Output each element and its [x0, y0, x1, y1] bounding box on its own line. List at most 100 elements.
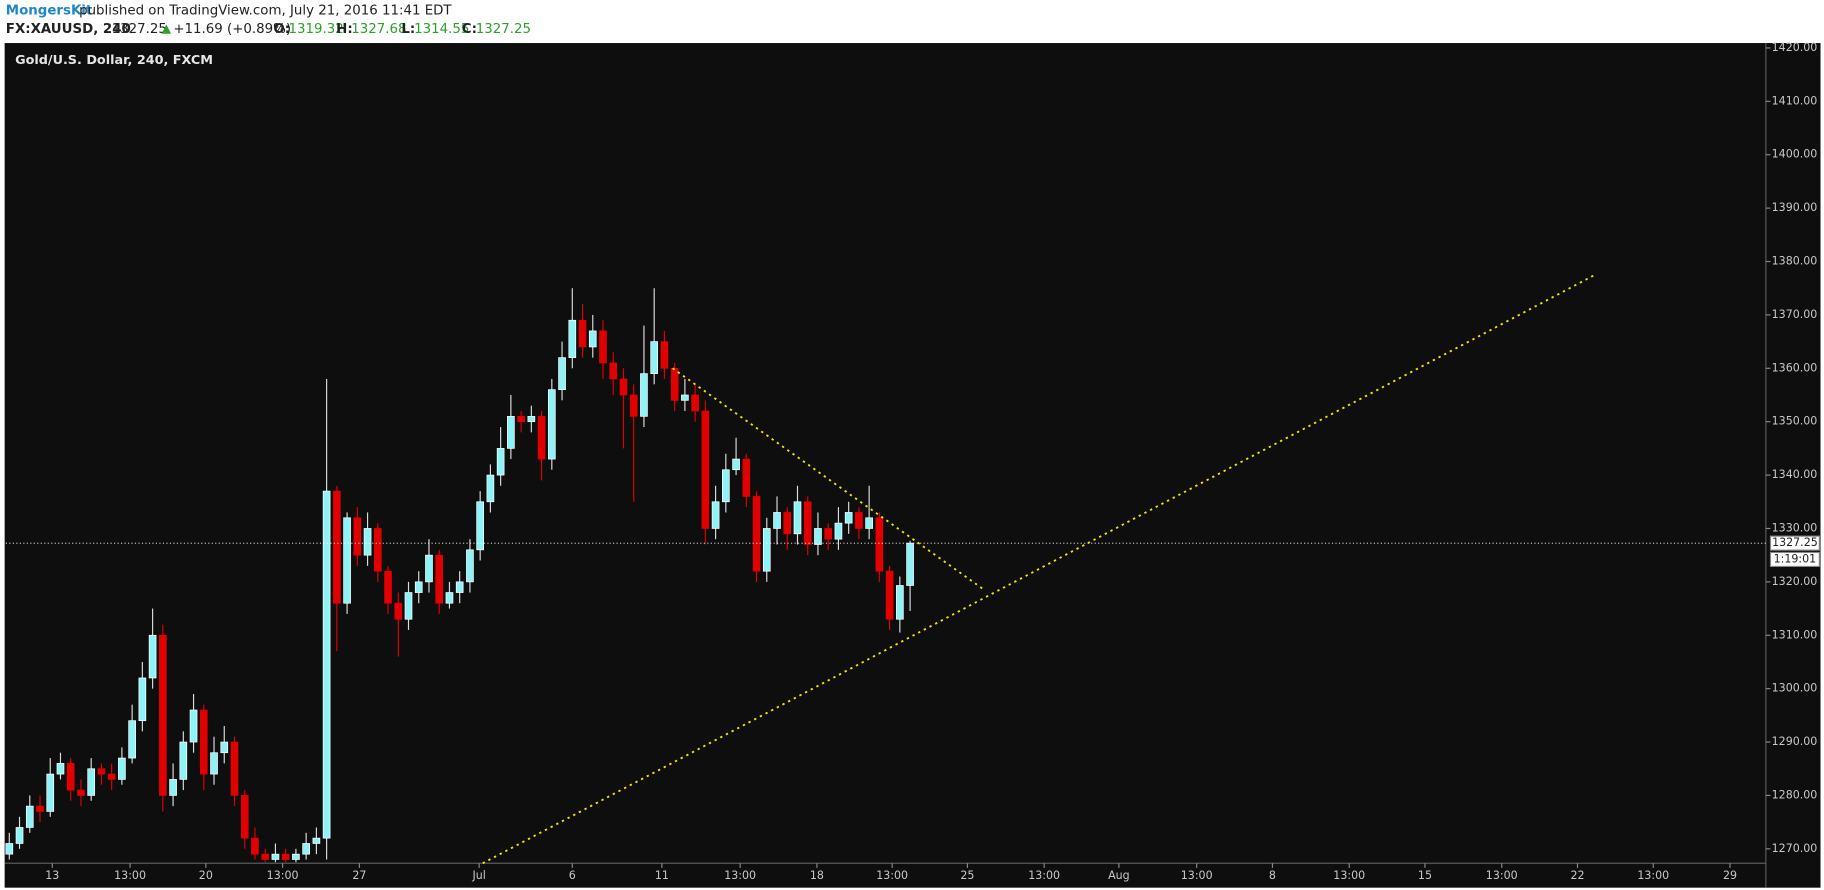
candle-body	[363, 528, 372, 556]
y-tick-label: 1390.00	[1772, 201, 1818, 214]
candle-body	[169, 779, 177, 796]
candle-body	[558, 357, 566, 391]
candle-body	[36, 805, 44, 812]
candle-body	[271, 853, 280, 860]
x-tick-label: 25	[960, 869, 974, 882]
x-tick-label: Aug	[1108, 869, 1130, 882]
candle-body	[588, 330, 597, 348]
x-tick-label: 13:00	[1333, 869, 1365, 882]
x-tick-label: 13:00	[114, 869, 146, 882]
candle-body	[107, 773, 116, 780]
candle-body	[66, 763, 75, 791]
chart-background	[4, 43, 1821, 888]
candle-body	[322, 490, 331, 839]
candle-body	[353, 517, 362, 556]
candle-body	[159, 634, 167, 796]
x-tick-label: 13:00	[267, 869, 299, 882]
candle-body	[906, 542, 914, 586]
candle-body	[896, 585, 904, 620]
trendline	[482, 274, 1595, 865]
candle-body	[138, 677, 147, 722]
countdown: 1:19:01	[1774, 552, 1817, 565]
y-tick-label: 1370.00	[1772, 308, 1818, 321]
candle-body	[722, 469, 730, 503]
candle-body	[599, 330, 607, 364]
candle-body	[240, 795, 249, 839]
candle-body	[302, 843, 310, 855]
symbol: FX:XAUUSD, 240	[6, 22, 131, 37]
candle-body	[650, 341, 659, 374]
candle-body	[210, 752, 218, 775]
candle-body	[660, 341, 669, 369]
candle-body	[281, 853, 290, 860]
y-tick-label: 1280.00	[1772, 788, 1818, 801]
x-tick-label: 13:00	[1181, 869, 1213, 882]
up-arrow	[161, 24, 171, 34]
candle-body	[445, 592, 454, 604]
low-value: 1314.55	[414, 22, 469, 37]
candle-body	[507, 416, 515, 449]
low-label: L:	[401, 22, 415, 37]
candle-body	[701, 410, 710, 529]
candle-body	[783, 512, 792, 535]
x-tick-label: 29	[1723, 869, 1737, 882]
candle-body	[742, 458, 751, 497]
close-value: 1327.25	[476, 22, 531, 37]
y-tick-label: 1360.00	[1772, 361, 1818, 374]
candle-body	[394, 602, 403, 620]
y-tick-label: 1400.00	[1772, 148, 1818, 161]
candle-body	[793, 501, 802, 535]
x-tick-label: Jul	[471, 869, 485, 882]
high-value: 1327.68	[351, 22, 406, 37]
y-tick-label: 1310.00	[1772, 628, 1818, 641]
x-tick-label: 13:00	[1637, 869, 1669, 882]
candle-body	[527, 416, 536, 423]
x-tick-label: 11	[655, 869, 669, 882]
change: +11.69 (+0.89%)	[173, 22, 291, 37]
candle-body	[619, 378, 628, 396]
x-tick-label: 15	[1418, 869, 1432, 882]
open-value: 1319.32	[288, 22, 343, 37]
candle-body	[609, 362, 618, 380]
candle-body	[404, 592, 413, 620]
x-tick-label: 27	[352, 869, 366, 882]
y-tick-label: 1420.00	[1772, 41, 1818, 54]
price-label-box	[1769, 535, 1820, 551]
open-label: O:	[273, 22, 290, 37]
chart-title: Gold/U.S. Dollar, 240, FXCM	[15, 53, 213, 68]
price: 1327.25	[112, 22, 167, 37]
candle-body	[87, 768, 96, 796]
candle-body	[179, 741, 188, 780]
y-tick-label: 1290.00	[1772, 735, 1818, 748]
candle-body	[476, 501, 484, 551]
y-tick-label: 1330.00	[1772, 521, 1818, 534]
x-tick-label: 6	[569, 869, 576, 882]
price-label: 1327.25	[1772, 536, 1818, 549]
author[interactable]: MongersKit	[6, 3, 93, 18]
candle-body	[844, 512, 853, 524]
candle-body	[670, 367, 679, 401]
candle-body	[251, 837, 259, 855]
y-tick-label: 1410.00	[1772, 94, 1818, 107]
x-tick-label: 8	[1269, 869, 1276, 882]
candle-body	[732, 458, 740, 471]
candle-body	[425, 554, 433, 583]
candle-body	[25, 805, 34, 828]
candle-body	[435, 554, 444, 604]
x-tick-label: 13:00	[1486, 869, 1518, 882]
candle-body	[865, 517, 873, 529]
candle-body	[46, 773, 55, 812]
candle-body	[834, 522, 843, 540]
candle-body	[752, 496, 761, 572]
candle-body	[343, 517, 351, 604]
candle-body	[537, 416, 546, 460]
x-tick-label: 22	[1570, 869, 1584, 882]
candle-body	[496, 448, 505, 476]
candle-body	[875, 517, 884, 572]
y-tick-label: 1300.00	[1772, 682, 1818, 695]
candle-body	[803, 501, 812, 545]
candle-body	[261, 853, 270, 860]
candle-body	[517, 416, 525, 423]
candle-body	[486, 474, 495, 503]
